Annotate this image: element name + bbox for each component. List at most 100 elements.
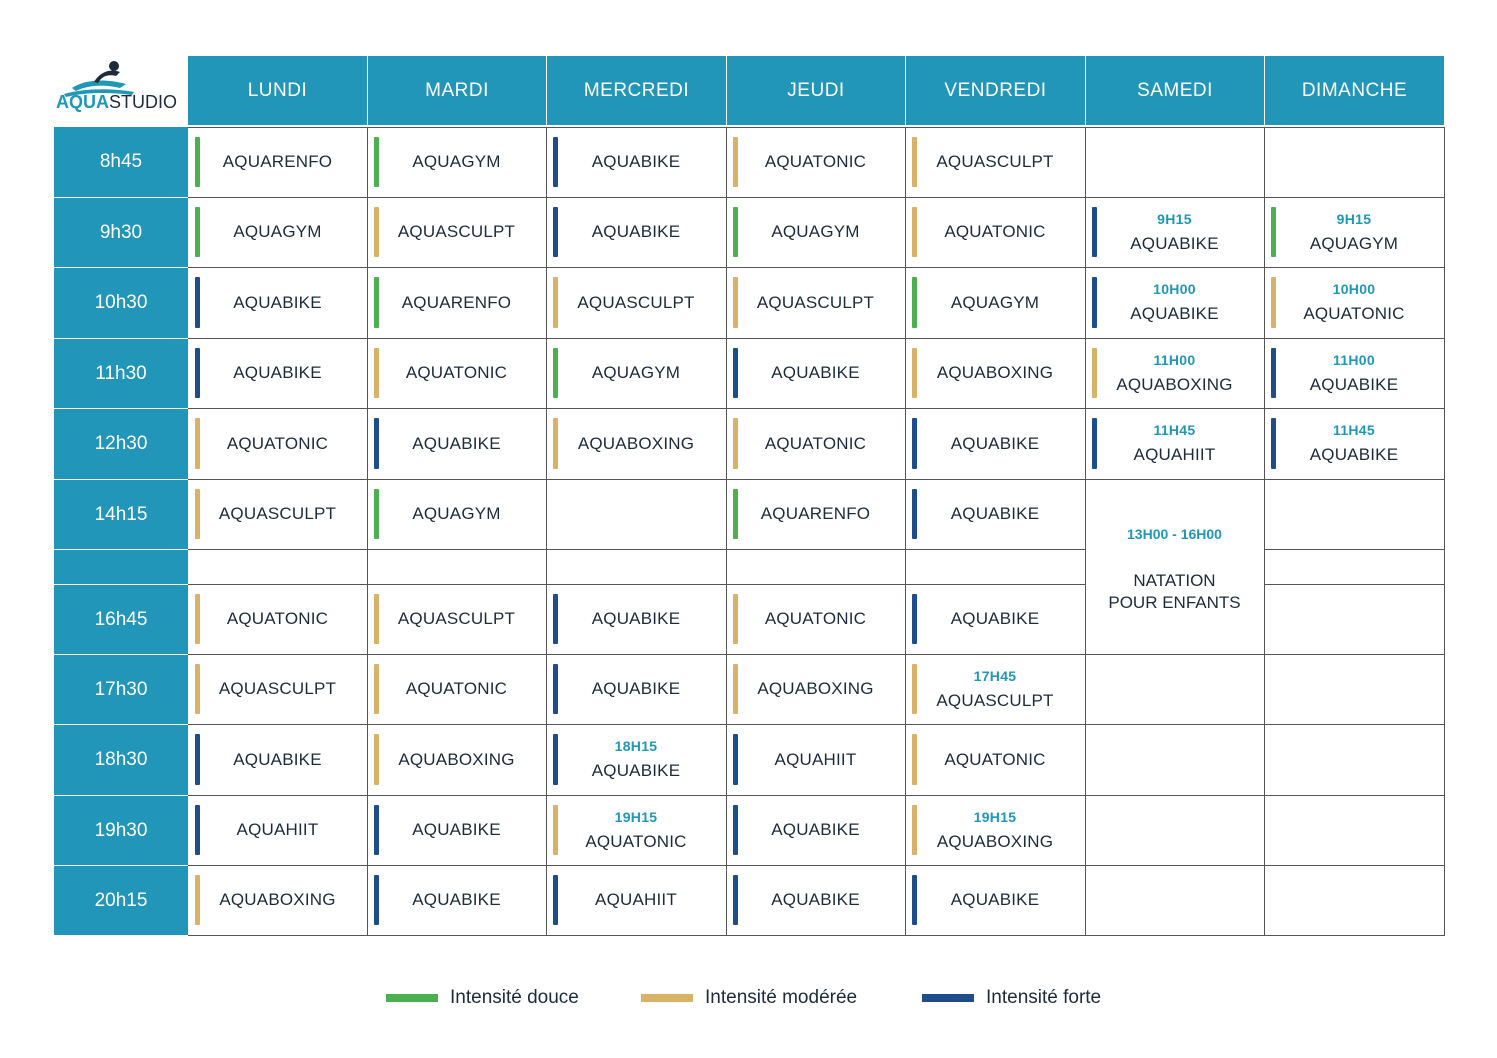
class-slot[interactable]: AQUASCULPT: [188, 479, 367, 549]
class-slot[interactable]: 9H15 AQUAGYM: [1264, 197, 1444, 267]
class-slot[interactable]: AQUASCULPT: [905, 127, 1085, 197]
grid-cell: [1264, 197, 1445, 268]
class-name: AQUABIKE: [591, 609, 681, 628]
intensity-bar: [195, 875, 200, 925]
class-slot[interactable]: AQUAGYM: [188, 197, 367, 267]
grid-cell: [1264, 865, 1445, 936]
class-slot[interactable]: AQUARENFO: [188, 127, 367, 197]
class-slot[interactable]: AQUAHIIT: [546, 865, 726, 935]
class-slot[interactable]: AQUAGYM: [367, 127, 546, 197]
class-slot[interactable]: 10H00 AQUATONIC: [1264, 267, 1444, 338]
class-slot[interactable]: 17H45 AQUASCULPT: [905, 654, 1085, 724]
grid-cell: [726, 267, 906, 339]
class-time: 9H15: [1157, 210, 1192, 227]
class-slot[interactable]: AQUABIKE: [726, 795, 905, 865]
grid-cell: [1264, 654, 1445, 725]
class-slot[interactable]: AQUATONIC: [188, 408, 367, 479]
class-slot[interactable]: AQUATONIC: [726, 408, 905, 479]
grid-cell: [905, 127, 1086, 198]
intensity-bar: [553, 664, 558, 714]
class-time: 10H00: [1153, 281, 1196, 297]
class-slot[interactable]: AQUABOXING: [905, 338, 1085, 408]
class-name: AQUASCULPT: [756, 292, 875, 312]
class-slot[interactable]: AQUABIKE: [546, 654, 726, 724]
class-slot[interactable]: 11H00 AQUABOXING: [1085, 338, 1264, 408]
class-slot[interactable]: 19H15 AQUATONIC: [546, 795, 726, 865]
class-slot[interactable]: AQUABIKE: [726, 338, 905, 408]
class-slot[interactable]: AQUABOXING: [367, 724, 546, 795]
class-slot[interactable]: AQUABIKE: [367, 795, 546, 865]
class-slot[interactable]: AQUABIKE: [905, 865, 1085, 935]
class-slot[interactable]: AQUATONIC: [905, 197, 1085, 267]
class-slot[interactable]: AQUABIKE: [367, 408, 546, 479]
class-slot[interactable]: AQUATONIC: [188, 584, 367, 654]
legend-swatch: [386, 994, 438, 1002]
class-slot[interactable]: AQUABOXING: [188, 865, 367, 935]
grid-cell: [726, 795, 906, 866]
class-slot[interactable]: AQUABIKE: [188, 267, 367, 338]
natation-slot[interactable]: 13H00 - 16H00 NATATION POUR ENFANTS: [1085, 526, 1264, 616]
grid-cell: [188, 549, 368, 585]
class-slot[interactable]: AQUATONIC: [905, 724, 1085, 795]
time-slot: 12h30: [54, 409, 188, 479]
class-slot[interactable]: AQUARENFO: [367, 267, 546, 338]
class-slot[interactable]: AQUASCULPT: [726, 267, 905, 338]
class-slot[interactable]: AQUARENFO: [726, 479, 905, 549]
intensity-bar: [553, 277, 558, 328]
intensity-bar: [912, 664, 917, 714]
class-slot[interactable]: AQUAGYM: [726, 197, 905, 267]
class-slot[interactable]: AQUABIKE: [188, 338, 367, 408]
class-slot[interactable]: AQUATONIC: [726, 127, 905, 197]
class-slot[interactable]: 10H00 AQUABIKE: [1085, 267, 1264, 338]
class-slot[interactable]: 11H00 AQUABIKE: [1264, 338, 1444, 408]
class-slot[interactable]: AQUATONIC: [367, 338, 546, 408]
class-slot[interactable]: AQUAGYM: [367, 479, 546, 549]
logo-aqua: AQUA: [56, 92, 109, 112]
class-slot[interactable]: 18H15 AQUABIKE: [546, 724, 726, 795]
class-slot[interactable]: AQUABIKE: [367, 865, 546, 935]
class-slot[interactable]: AQUATONIC: [367, 654, 546, 724]
class-name: AQUATONIC: [764, 152, 867, 171]
intensity-bar: [733, 875, 738, 925]
grid-cell: [367, 338, 547, 409]
class-slot[interactable]: AQUABIKE: [726, 865, 905, 935]
grid-cell: [905, 549, 1086, 585]
class-slot[interactable]: AQUASCULPT: [546, 267, 726, 338]
class-slot[interactable]: AQUASCULPT: [367, 584, 546, 654]
class-slot[interactable]: AQUAHIIT: [188, 795, 367, 865]
day-header: LUNDI: [188, 56, 367, 125]
class-slot[interactable]: AQUAGYM: [546, 338, 726, 408]
intensity-bar: [1271, 348, 1276, 398]
class-slot[interactable]: AQUASCULPT: [188, 654, 367, 724]
class-slot[interactable]: AQUABOXING: [726, 654, 905, 724]
class-slot[interactable]: 9H15 AQUABIKE: [1085, 197, 1264, 267]
legend-item: Intensité douce: [386, 985, 579, 1011]
time-slot: 8h45: [54, 127, 188, 197]
class-name: AQUARENFO: [760, 504, 871, 523]
class-name: AQUATONIC: [405, 363, 508, 382]
class-slot[interactable]: AQUAGYM: [905, 267, 1085, 338]
class-slot[interactable]: AQUABIKE: [188, 724, 367, 795]
class-slot[interactable]: AQUABIKE: [546, 584, 726, 654]
class-slot[interactable]: AQUABIKE: [905, 584, 1085, 654]
class-slot[interactable]: AQUAHIIT: [726, 724, 905, 795]
grid-cell: [905, 338, 1086, 409]
class-name: AQUAGYM: [950, 292, 1040, 312]
intensity-bar: [912, 875, 917, 925]
class-name: AQUAGYM: [591, 363, 681, 382]
class-slot[interactable]: 11H45 AQUAHIIT: [1085, 408, 1264, 479]
class-slot[interactable]: AQUABOXING: [546, 408, 726, 479]
intensity-bar: [733, 418, 738, 469]
class-slot[interactable]: 11H45 AQUABIKE: [1264, 408, 1444, 479]
class-slot[interactable]: AQUABIKE: [546, 197, 726, 267]
natation-time: 13H00 - 16H00: [1127, 526, 1222, 542]
class-slot[interactable]: AQUABIKE: [905, 408, 1085, 479]
class-name: AQUASCULPT: [397, 222, 516, 241]
class-name: AQUAHIIT: [774, 749, 857, 769]
class-slot[interactable]: AQUABIKE: [905, 479, 1085, 549]
class-slot[interactable]: 19H15 AQUABOXING: [905, 795, 1085, 865]
grid-cell: [546, 654, 727, 725]
class-slot[interactable]: AQUABIKE: [546, 127, 726, 197]
class-slot[interactable]: AQUASCULPT: [367, 197, 546, 267]
class-slot[interactable]: AQUATONIC: [726, 584, 905, 654]
